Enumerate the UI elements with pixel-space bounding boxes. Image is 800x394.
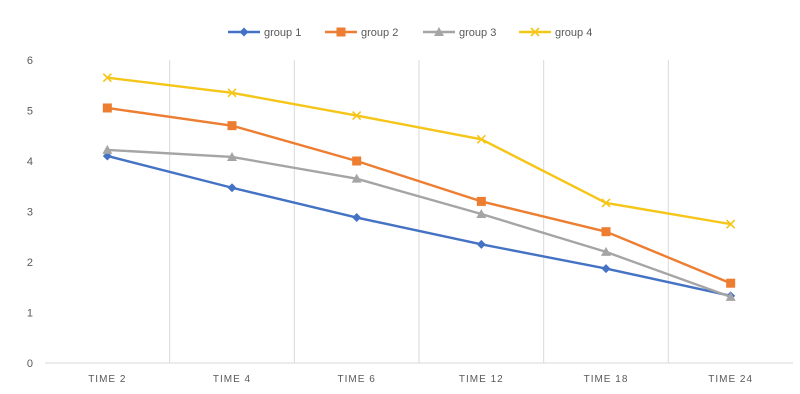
diamond-marker [352, 213, 362, 223]
triangle-marker [351, 173, 362, 183]
series-3 [102, 144, 736, 301]
diamond-marker [239, 27, 249, 37]
x-marker [352, 110, 362, 121]
x-tick-label: TIME 12 [459, 374, 504, 385]
series-group [102, 73, 736, 301]
y-tick-label: 4 [27, 156, 33, 168]
y-tick-label: 2 [27, 257, 33, 269]
series-1 [102, 151, 736, 301]
series-line [107, 76, 731, 226]
legend: group 1 group 2 group 3 group 4 [228, 27, 592, 39]
triangle-marker [601, 246, 611, 256]
y-tick-label: 3 [27, 207, 33, 219]
y-tick-label: 6 [27, 55, 33, 67]
square-marker [102, 103, 112, 113]
y-tick-label: 0 [27, 358, 33, 370]
triangle-marker [476, 209, 487, 219]
legend-item: group 2 [325, 27, 398, 39]
x-marker [476, 134, 486, 144]
series-line [107, 148, 732, 298]
series-line [107, 154, 731, 298]
x-marker [601, 198, 611, 208]
y-tick-label: 5 [27, 106, 33, 118]
legend-item: group 1 [228, 27, 301, 39]
legend-item: group 3 [423, 27, 496, 39]
legend-label: group 3 [459, 27, 496, 39]
square-marker [336, 27, 346, 37]
triangle-marker [227, 151, 237, 161]
x-tick-label: TIME 4 [213, 374, 251, 385]
square-marker [227, 121, 237, 131]
series-line [107, 106, 732, 285]
triangle-marker [102, 144, 113, 154]
square-marker [476, 196, 486, 206]
diamond-marker [601, 264, 611, 274]
x-tick-label: TIME 6 [338, 374, 376, 385]
square-marker [601, 227, 611, 237]
square-marker [726, 278, 736, 288]
square-marker [352, 156, 362, 166]
x-marker [102, 73, 112, 83]
y-tick-label: 1 [27, 308, 33, 320]
series-4 [102, 73, 736, 229]
x-marker [227, 88, 237, 98]
x-tick-label: TIME 18 [584, 374, 629, 385]
x-marker [530, 27, 540, 37]
series-2 [102, 103, 736, 288]
x-tick-label: TIME 2 [88, 374, 126, 385]
y-axis: 0 1 2 3 4 5 6 [27, 55, 33, 370]
diamond-marker [476, 239, 486, 249]
legend-label: group 1 [264, 27, 301, 39]
chart-grid [45, 60, 793, 364]
legend-label: group 4 [555, 27, 592, 39]
x-axis: TIME 2 TIME 4 TIME 6 TIME 12 TIME 18 TIME 24 [88, 374, 753, 385]
triangle-marker [725, 291, 736, 301]
legend-label: group 2 [361, 27, 398, 39]
legend-item: group 4 [519, 27, 592, 39]
x-marker [726, 219, 736, 229]
triangle-marker [434, 27, 444, 36]
diamond-marker [227, 183, 237, 193]
x-tick-label: TIME 24 [708, 374, 753, 385]
